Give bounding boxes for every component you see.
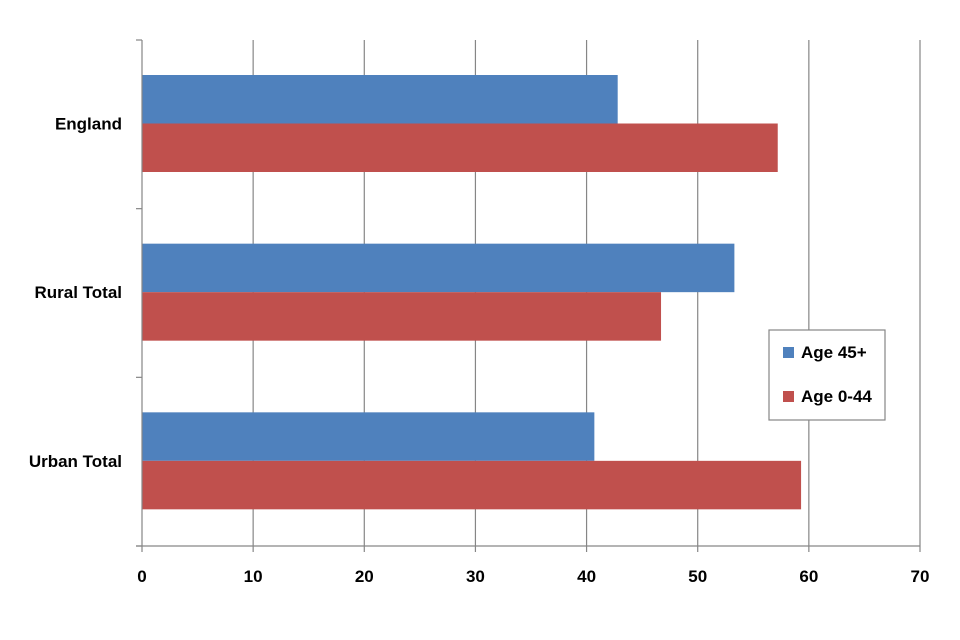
bar-urban-total-age-0-44 xyxy=(142,460,802,510)
bar-england-age-45-plus xyxy=(142,75,618,124)
x-tick-label: 60 xyxy=(799,567,818,586)
legend-swatch-age-45-plus xyxy=(783,347,794,358)
category-label: Rural Total xyxy=(34,283,122,302)
legend-label-age-0-44: Age 0-44 xyxy=(801,387,872,406)
x-tick-label: 30 xyxy=(466,567,485,586)
x-tick-label: 40 xyxy=(577,567,596,586)
category-label: Urban Total xyxy=(29,452,122,471)
x-tick-label: 10 xyxy=(244,567,263,586)
legend: Age 45+ Age 0-44 xyxy=(768,329,886,421)
bar-urban-total-age-45-plus xyxy=(142,412,595,461)
legend-swatch-age-0-44 xyxy=(783,391,794,402)
category-labels: England Rural Total Urban Total xyxy=(29,115,122,471)
legend-box xyxy=(768,329,886,421)
legend-label-age-45-plus: Age 45+ xyxy=(801,343,867,362)
axes xyxy=(136,39,921,552)
x-tick-label: 20 xyxy=(355,567,374,586)
x-tick-labels: 0 10 20 30 40 50 60 70 xyxy=(137,567,929,586)
x-tick-label: 50 xyxy=(688,567,707,586)
bar-rural-total-age-45-plus xyxy=(142,243,735,293)
x-tick-label: 0 xyxy=(137,567,146,586)
bars xyxy=(142,75,802,510)
bar-rural-total-age-0-44 xyxy=(142,292,662,341)
bar-england-age-0-44 xyxy=(142,123,778,172)
x-tick-label: 70 xyxy=(911,567,930,586)
category-label: England xyxy=(55,115,122,134)
